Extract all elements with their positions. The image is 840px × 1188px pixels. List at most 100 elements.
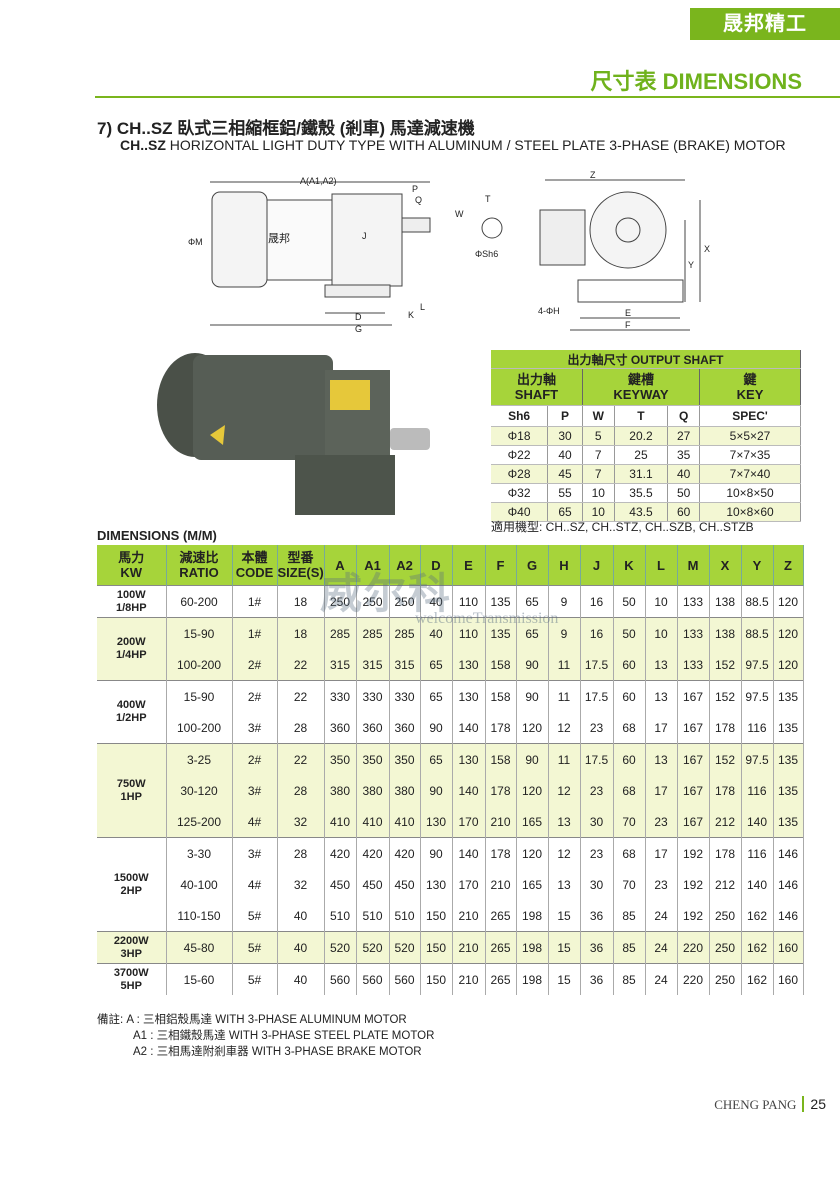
- dim-cell: 560: [356, 963, 390, 995]
- dim-cell: 120: [516, 775, 549, 806]
- dim-cell: 192: [677, 900, 710, 932]
- dim-cell: 28: [277, 712, 325, 744]
- dim-row: 3700W 5HP 15-60 5# 40 560 560 560 150 210 265 198 15…: [97, 963, 804, 995]
- dim-cell: 120: [773, 617, 804, 649]
- dim-row: 750W 1HP 3-25 2# 22 350 350 350 65 130 158 90 11 17.5…: [97, 743, 804, 838]
- dim-cell: 90: [420, 837, 453, 869]
- dim-cell: 116: [741, 837, 774, 869]
- dim-cell: 23: [580, 775, 614, 806]
- dim-cell: 15-90: [166, 680, 233, 712]
- dim-cell: 250: [709, 931, 742, 964]
- dim-cell: 125-200: [166, 806, 233, 838]
- dim-cell: 420: [356, 837, 390, 869]
- dim-cell: 450: [356, 869, 390, 900]
- dim-cell: 85: [613, 963, 646, 995]
- dim-cell: 520: [389, 931, 421, 964]
- dim-cell: 133: [677, 617, 710, 649]
- label-k: K: [408, 310, 414, 320]
- dim-cell: 150: [420, 963, 453, 995]
- dim-cell: 250: [324, 585, 357, 618]
- dim-cell: 135: [773, 775, 804, 806]
- dim-cell: 50: [613, 585, 646, 618]
- dim-cell: 167: [677, 680, 710, 712]
- output-shaft-table: 出力軸尺寸 OUTPUT SHAFT 出力軸 SHAFT 鍵槽 KEYWAY 鍵 KE…: [491, 350, 801, 522]
- dim-cell: 28: [277, 775, 325, 806]
- power-cell: 3700W 5HP: [97, 963, 167, 995]
- dim-cell: 140: [741, 806, 774, 838]
- dim-cell: 97.5: [741, 649, 774, 681]
- shaft-cell: Φ40: [491, 502, 549, 522]
- dim-cell: 22: [277, 649, 325, 681]
- dim-cell: 330: [389, 680, 421, 712]
- dim-col-header: 本體 CODE: [232, 545, 278, 586]
- label-a: A(A1,A2): [300, 176, 337, 186]
- divider: [95, 96, 840, 98]
- dim-cell: 198: [516, 900, 549, 932]
- dim-col-header: M: [677, 545, 710, 586]
- dim-cell: 450: [389, 869, 421, 900]
- group-shaft: 出力軸 SHAFT: [491, 368, 583, 406]
- dim-cell: 18: [277, 617, 325, 649]
- dim-cell: 12: [548, 837, 581, 869]
- dim-cell: 23: [580, 712, 614, 744]
- watermark-logo: 威尔科: [320, 570, 453, 617]
- shaft-cell: 30: [547, 426, 583, 446]
- shaft-cell: 35: [667, 445, 701, 465]
- dim-row: 100W 1/8HP 60-200 1# 18 250 250 250 40 110 135 65 9 1…: [97, 585, 804, 618]
- dim-cell: 152: [709, 649, 742, 681]
- dim-cell: 90: [420, 712, 453, 744]
- dim-cell: 380: [389, 775, 421, 806]
- dim-cell: 18: [277, 585, 325, 618]
- dim-cell: 250: [389, 585, 421, 618]
- dim-cell: 15: [548, 931, 581, 964]
- dim-cell: 2#: [232, 743, 278, 775]
- label-w: W: [455, 209, 464, 219]
- dim-col-header: H: [548, 545, 581, 586]
- dim-cell: 178: [485, 837, 517, 869]
- gear-motor-photo: [157, 353, 430, 515]
- dim-cell: 130: [420, 869, 453, 900]
- shaft-col-header: Q: [667, 405, 701, 427]
- dim-cell: 30: [580, 806, 614, 838]
- dim-col-header: Y: [741, 545, 774, 586]
- dim-cell: 100-200: [166, 712, 233, 744]
- dim-cell: 410: [389, 806, 421, 838]
- shaft-cell: 10: [582, 483, 615, 503]
- footer-company: CHENG PANG: [714, 1097, 797, 1112]
- dim-cell: 40: [420, 617, 453, 649]
- dim-cell: 330: [356, 680, 390, 712]
- dim-cell: 88.5: [741, 617, 774, 649]
- dim-cell: 135: [773, 712, 804, 744]
- dim-cell: 15-90: [166, 617, 233, 649]
- dim-cell: 32: [277, 806, 325, 838]
- dim-cell: 17.5: [580, 649, 614, 681]
- dim-cell: 135: [773, 743, 804, 775]
- dim-row: 110-150 5# 40 510 510 510 150 210 265 198 15 36 85 24…: [97, 900, 804, 932]
- shaft-cell: 5: [582, 426, 615, 446]
- model-code: CH..SZ: [120, 137, 166, 153]
- dim-cell: 23: [645, 869, 678, 900]
- label-p: P: [412, 184, 418, 194]
- dim-cell: 450: [324, 869, 357, 900]
- dim-cell: 3#: [232, 775, 278, 806]
- dim-cell: 162: [741, 963, 774, 995]
- shaft-col-header: T: [614, 405, 669, 427]
- notes: 備註: A : 三相鋁殼馬達 WITH 3-PHASE ALUMINUM MOT…: [97, 1012, 434, 1060]
- shaft-cell: 60: [667, 502, 701, 522]
- dim-col-header: K: [613, 545, 646, 586]
- dim-cell: 360: [356, 712, 390, 744]
- dim-cell: 167: [677, 775, 710, 806]
- dim-cell: 85: [613, 900, 646, 932]
- label-sh6: ΦSh6: [475, 249, 498, 259]
- shaft-cell: 65: [547, 502, 583, 522]
- dim-cell: 560: [324, 963, 357, 995]
- dim-cell: 11: [548, 680, 581, 712]
- dim-cell: 220: [677, 963, 710, 995]
- shaft-col-header: W: [582, 405, 615, 427]
- power-cell: 400W 1/2HP: [97, 680, 167, 744]
- dim-cell: 36: [580, 900, 614, 932]
- shaft-cell: 7: [582, 464, 615, 484]
- dim-cell: 30: [580, 869, 614, 900]
- dim-cell: 192: [677, 837, 710, 869]
- dim-cell: 90: [516, 649, 549, 681]
